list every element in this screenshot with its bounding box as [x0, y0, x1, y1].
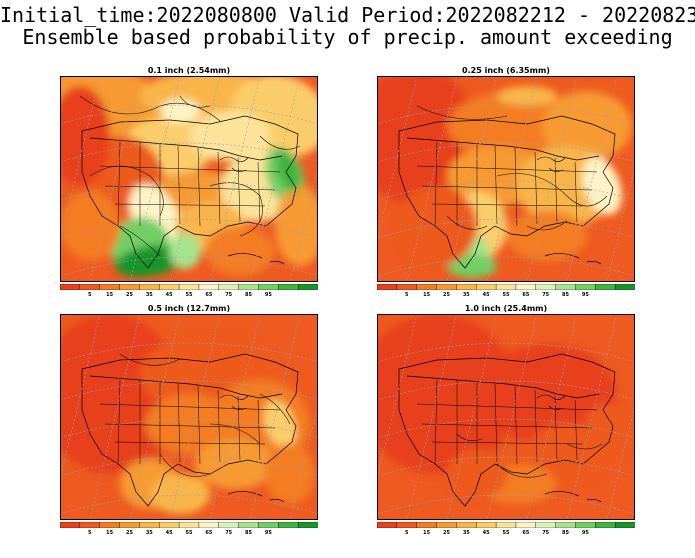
colorbar: [377, 284, 635, 290]
panel-title: 1.0 inch (25.4mm): [464, 304, 548, 313]
colorbar-tick-label: 85: [245, 292, 253, 298]
colorbar-tick-label: 75: [542, 530, 550, 536]
colorbar-tick-label: 65: [205, 292, 213, 298]
colorbar-tick-label: 25: [442, 530, 450, 536]
colorbar-labels: 5 15 25 35 45 55 65 75 85 95: [60, 530, 318, 540]
colorbar-tick-label: 95: [581, 530, 589, 536]
colorbar-tick-label: 85: [562, 530, 570, 536]
colorbar-tick-label: 25: [125, 530, 133, 536]
colorbar-tick-label: 55: [185, 530, 193, 536]
probability-map: [60, 314, 318, 520]
colorbar-tick-label: 55: [185, 292, 193, 298]
colorbar-tick-label: 45: [165, 292, 173, 298]
colorbar-tick-label: 95: [581, 292, 589, 298]
colorbar-tick-label: 35: [145, 292, 153, 298]
panel-title: 0.1 inch (2.54mm): [147, 66, 231, 75]
colorbar-tick-label: 15: [423, 292, 431, 298]
colorbar-tick-label: 5: [88, 292, 92, 298]
map-panel-0.25-inch: 0.25 inch (6.35mm) 5 15 25 35 45 55 65 75 85 95: [377, 66, 635, 320]
colorbar-tick-label: 35: [462, 292, 470, 298]
colorbar-labels: 5 15 25 35 45 55 65 75 85 95: [377, 530, 635, 540]
panel-title: 0.5 inch (12.7mm): [147, 304, 231, 313]
colorbar-tick-label: 25: [442, 292, 450, 298]
colorbar-tick-label: 35: [145, 530, 153, 536]
colorbar-tick-label: 55: [502, 292, 510, 298]
colorbar-tick-label: 75: [225, 530, 233, 536]
colorbar-labels: 5 15 25 35 45 55 65 75 85 95: [377, 292, 635, 302]
map-panel-0.1-inch: 0.1 inch (2.54mm) 5 15 25 35 45 55 65 75 85 95: [60, 66, 318, 320]
colorbar: [60, 522, 318, 528]
colorbar: [60, 284, 318, 290]
colorbar-tick-label: 95: [264, 530, 272, 536]
colorbar-tick-label: 15: [423, 530, 431, 536]
map-panel-1.0-inch: 1.0 inch (25.4mm) 5 15 25 35 45 55 65 75 85 95: [377, 304, 635, 558]
colorbar-tick-label: 75: [225, 292, 233, 298]
colorbar-tick-label: 75: [542, 292, 550, 298]
probability-map: [377, 76, 635, 282]
colorbar: [377, 522, 635, 528]
colorbar-tick-label: 45: [482, 292, 490, 298]
colorbar-tick-label: 65: [205, 530, 213, 536]
colorbar-tick-label: 65: [522, 530, 530, 536]
probability-map: [377, 314, 635, 520]
colorbar-tick-label: 5: [88, 530, 92, 536]
colorbar-tick-label: 35: [462, 530, 470, 536]
panel-title: 0.25 inch (6.35mm): [462, 66, 550, 75]
colorbar-tick-label: 15: [106, 530, 114, 536]
probability-map: [60, 76, 318, 282]
colorbar-tick-label: 85: [562, 292, 570, 298]
colorbar-tick-label: 25: [125, 292, 133, 298]
colorbar-tick-label: 5: [405, 530, 409, 536]
colorbar-tick-label: 45: [165, 530, 173, 536]
colorbar-tick-label: 65: [522, 292, 530, 298]
colorbar-tick-label: 85: [245, 530, 253, 536]
header-line-2: Ensemble based probability of precip. am…: [22, 25, 673, 49]
map-panel-0.5-inch: 0.5 inch (12.7mm) 5 15 25 35 45 55 65 75 85 95: [60, 304, 318, 558]
colorbar-tick-label: 45: [482, 530, 490, 536]
colorbar-tick-label: 5: [405, 292, 409, 298]
colorbar-tick-label: 15: [106, 292, 114, 298]
colorbar-tick-label: 55: [502, 530, 510, 536]
colorbar-labels: 5 15 25 35 45 55 65 75 85 95: [60, 292, 318, 302]
colorbar-tick-label: 95: [264, 292, 272, 298]
header-line-1: Initial_time:2022080800 Valid Period:202…: [0, 3, 695, 27]
